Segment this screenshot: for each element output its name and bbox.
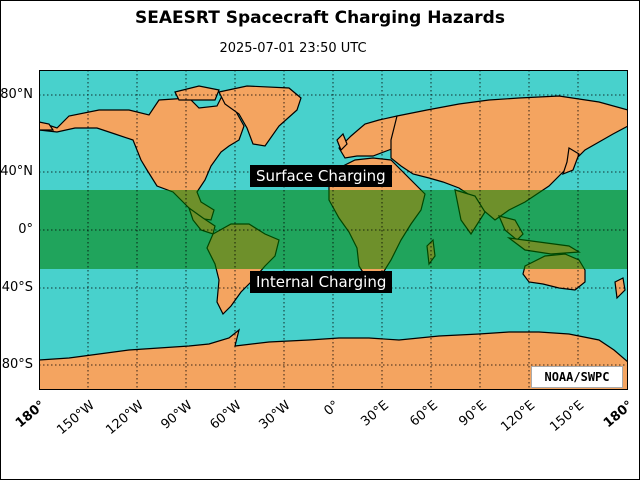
lat-label-80n: 80°N [0, 87, 33, 102]
timestamp: 2025-07-01 23:50 UTC [219, 41, 367, 56]
graticule [39, 70, 628, 390]
world-map [39, 70, 628, 390]
lat-label-0: 0° [18, 222, 33, 237]
arctic-islands [174, 85, 220, 101]
lat-label-40n: 40°N [0, 164, 33, 179]
map-title: SEAESRT Spacecraft Charging Hazards [135, 8, 505, 28]
map-border [39, 70, 628, 390]
noaa-swpc-credit: NOAA/SWPC [531, 366, 623, 388]
internal-charging-label: Internal Charging [250, 271, 393, 293]
surface-charging-label: Surface Charging [250, 165, 392, 187]
lat-label-40s: 40°S [1, 280, 33, 295]
asia [390, 95, 628, 221]
alaska-peninsula [39, 121, 55, 131]
north-america [39, 92, 245, 221]
charging-hazard-band [39, 190, 628, 269]
greenland [218, 85, 302, 147]
lat-label-80s: 80°S [1, 357, 33, 372]
british-isles [336, 132, 348, 152]
